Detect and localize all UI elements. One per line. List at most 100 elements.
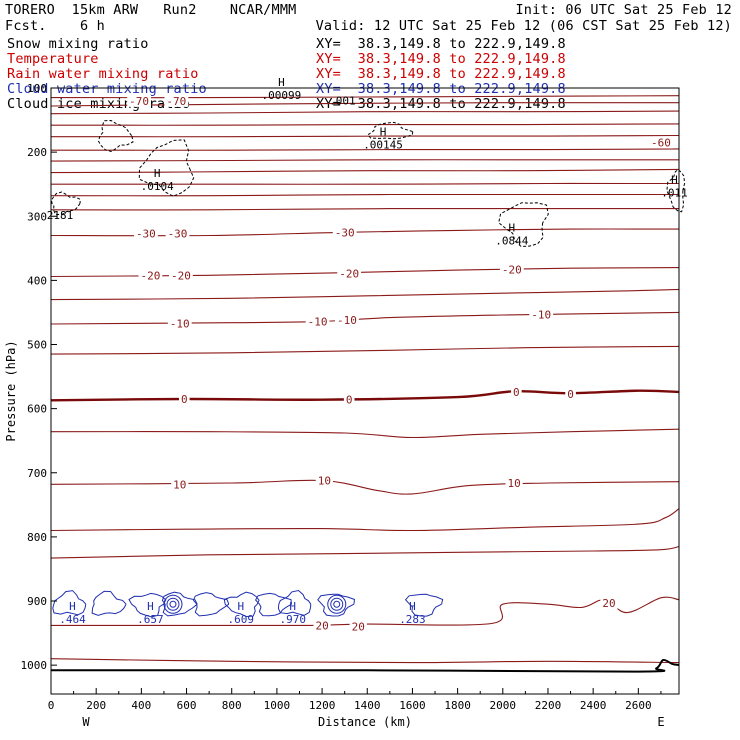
maximum-value-6: .464 — [59, 613, 86, 626]
isotherm-label-bg-14 — [178, 393, 190, 406]
isotherm-8 — [50, 182, 680, 185]
cloud-water-contour-2 — [128, 592, 167, 618]
cloud-water-contour-4 — [192, 592, 230, 617]
isotherm-10 — [50, 207, 679, 211]
x-tick-label-13: 2600 — [625, 699, 652, 712]
isotherm-16 — [50, 389, 680, 402]
isotherm-17 — [50, 428, 680, 439]
maximum-value-9: .970 — [279, 613, 306, 626]
isotherm-label-1: -70 — [166, 95, 186, 108]
maximum-value-7: .657 — [137, 613, 164, 626]
x-tick-label-2: 400 — [131, 699, 151, 712]
cloud-water-contour-7 — [277, 589, 312, 616]
legend-name-2: Rain water mixing ratio — [7, 66, 199, 82]
isotherm-3 — [50, 123, 680, 126]
maximum-marker-9: H — [289, 600, 296, 613]
y-tick-label-9: 1000 — [21, 659, 48, 672]
valid-time: Valid: 12 UTC Sat 25 Feb 12 (06 CST Sat … — [315, 18, 732, 34]
y-tick-label-5: 600 — [27, 403, 47, 416]
cloud-ice-contour-3 — [367, 121, 414, 140]
isotherm-label-12: -10 — [337, 314, 357, 327]
isotherm-label-18: 10 — [173, 478, 186, 491]
isotherm-label-bg-15 — [343, 393, 355, 406]
legend-xy-1: XY= 38.3,149.8 to 222.9,149.8 — [316, 51, 566, 67]
maximum-marker-10: H — [409, 600, 416, 613]
isotherm-label-22: 20 — [352, 621, 365, 634]
maximum-value-5: .011 — [661, 186, 688, 199]
isotherm-label-bg-16 — [511, 385, 522, 398]
cloud-water-contour-8 — [317, 593, 356, 617]
isotherm-19 — [50, 508, 680, 532]
cloud-water-ring-0-1 — [166, 597, 180, 611]
isotherm-label-bg-22 — [349, 620, 367, 633]
isotherm-label-11: -10 — [308, 315, 328, 328]
maxima-labels: H.00099.001H.00145H.0104H.0844H.011H.464… — [47, 76, 688, 626]
isotherm-7 — [50, 168, 680, 174]
axes: 0 200 400 600 800 1000 1200 1400 1600 1800 2000 220… — [4, 82, 665, 729]
isotherm-label-bg-3 — [133, 227, 158, 240]
west-label: W — [82, 715, 90, 729]
maximum-value-0: .00099 — [262, 89, 302, 102]
x-tick-label-11: 2200 — [535, 699, 562, 712]
model-title: TORERO 15km ARW Run2 NCAR/MMM — [5, 2, 297, 18]
maximum-value-2: .00145 — [363, 138, 403, 151]
isotherm-label-bg-2 — [649, 136, 673, 149]
legend-xy-0: XY= 38.3,149.8 to 222.9,149.8 — [316, 36, 566, 52]
isotherm-label-15: 0 — [346, 394, 353, 407]
isotherm-label-20: 10 — [507, 477, 520, 490]
isotherm-label-14: 0 — [181, 393, 188, 406]
isotherm-label-5: -30 — [335, 226, 355, 239]
y-tick-label-0: 100 — [27, 82, 47, 95]
plot-frame — [50, 87, 680, 695]
isotherm-20 — [50, 545, 680, 559]
isotherm-18 — [50, 479, 680, 495]
cloud-water-contour-1 — [91, 590, 127, 616]
isotherm-label-bg-12 — [335, 314, 359, 327]
isotherm-label-9: -20 — [502, 263, 522, 276]
legend-xy-3: XY= 38.3,149.8 to 222.9,149.8 — [316, 81, 566, 97]
y-tick-label-7: 800 — [27, 531, 47, 544]
isotherm-label-13: -10 — [531, 308, 551, 321]
isotherm-label-bg-5 — [332, 226, 357, 239]
maximum-value-10: .283 — [399, 613, 426, 626]
x-axis-label: Distance (km) — [318, 715, 412, 729]
isotherm-label-2: -60 — [651, 137, 671, 150]
isotherm-21 — [50, 596, 680, 627]
isotherm-13 — [50, 288, 680, 301]
isotherm-label-7: -20 — [171, 269, 191, 282]
cloud-water-contour-3 — [161, 591, 198, 617]
isotherm-label-bg-6 — [138, 269, 163, 282]
x-tick-label-3: 600 — [177, 699, 197, 712]
maximum-marker-2: H — [380, 125, 387, 138]
x-tick-label-5: 1000 — [264, 699, 291, 712]
isotherm-label-bg-23 — [600, 596, 618, 609]
east-label: E — [657, 715, 664, 729]
cloud-ice-contour-6 — [50, 191, 81, 215]
x-tick-label-12: 2400 — [580, 699, 607, 712]
legend-name-1: Temperature — [7, 51, 99, 67]
cloud-ice-contour-4 — [498, 202, 549, 248]
x-tick-label-9: 1800 — [444, 699, 471, 712]
x-tick-label-0: 0 — [48, 699, 55, 712]
legend-name-0: Snow mixing ratio — [7, 36, 149, 52]
cloud-water-contour-9 — [404, 593, 444, 617]
isotherm-label-bg-11 — [305, 315, 330, 328]
cloud-water-contour-6 — [254, 592, 292, 617]
isotherm-label-0: -70 — [129, 95, 149, 108]
isotherm-label-4: -30 — [168, 228, 188, 241]
isotherm-label-bg-8 — [337, 267, 362, 280]
isotherm-label-16: 0 — [513, 386, 520, 399]
isotherm-label-17: 0 — [567, 388, 574, 401]
cloud-water-contour-0 — [52, 590, 87, 616]
isotherm-label-bg-4 — [165, 227, 190, 240]
isotherm-0 — [50, 95, 680, 99]
isotherm-labels: -70 -70-60-30 -30 -30-20 -20 -20 -20-10 -10 -10-… — [127, 94, 673, 634]
isotherm-label-bg-9 — [499, 263, 524, 276]
isotherm-label-6: -20 — [140, 269, 160, 282]
isotherm-6 — [50, 159, 679, 162]
isotherm-2 — [50, 110, 680, 115]
x-tick-label-7: 1400 — [354, 699, 381, 712]
legend-name-3: Cloud water mixing ratio — [7, 81, 207, 97]
y-axis-label: Pressure (hPa) — [4, 340, 18, 441]
